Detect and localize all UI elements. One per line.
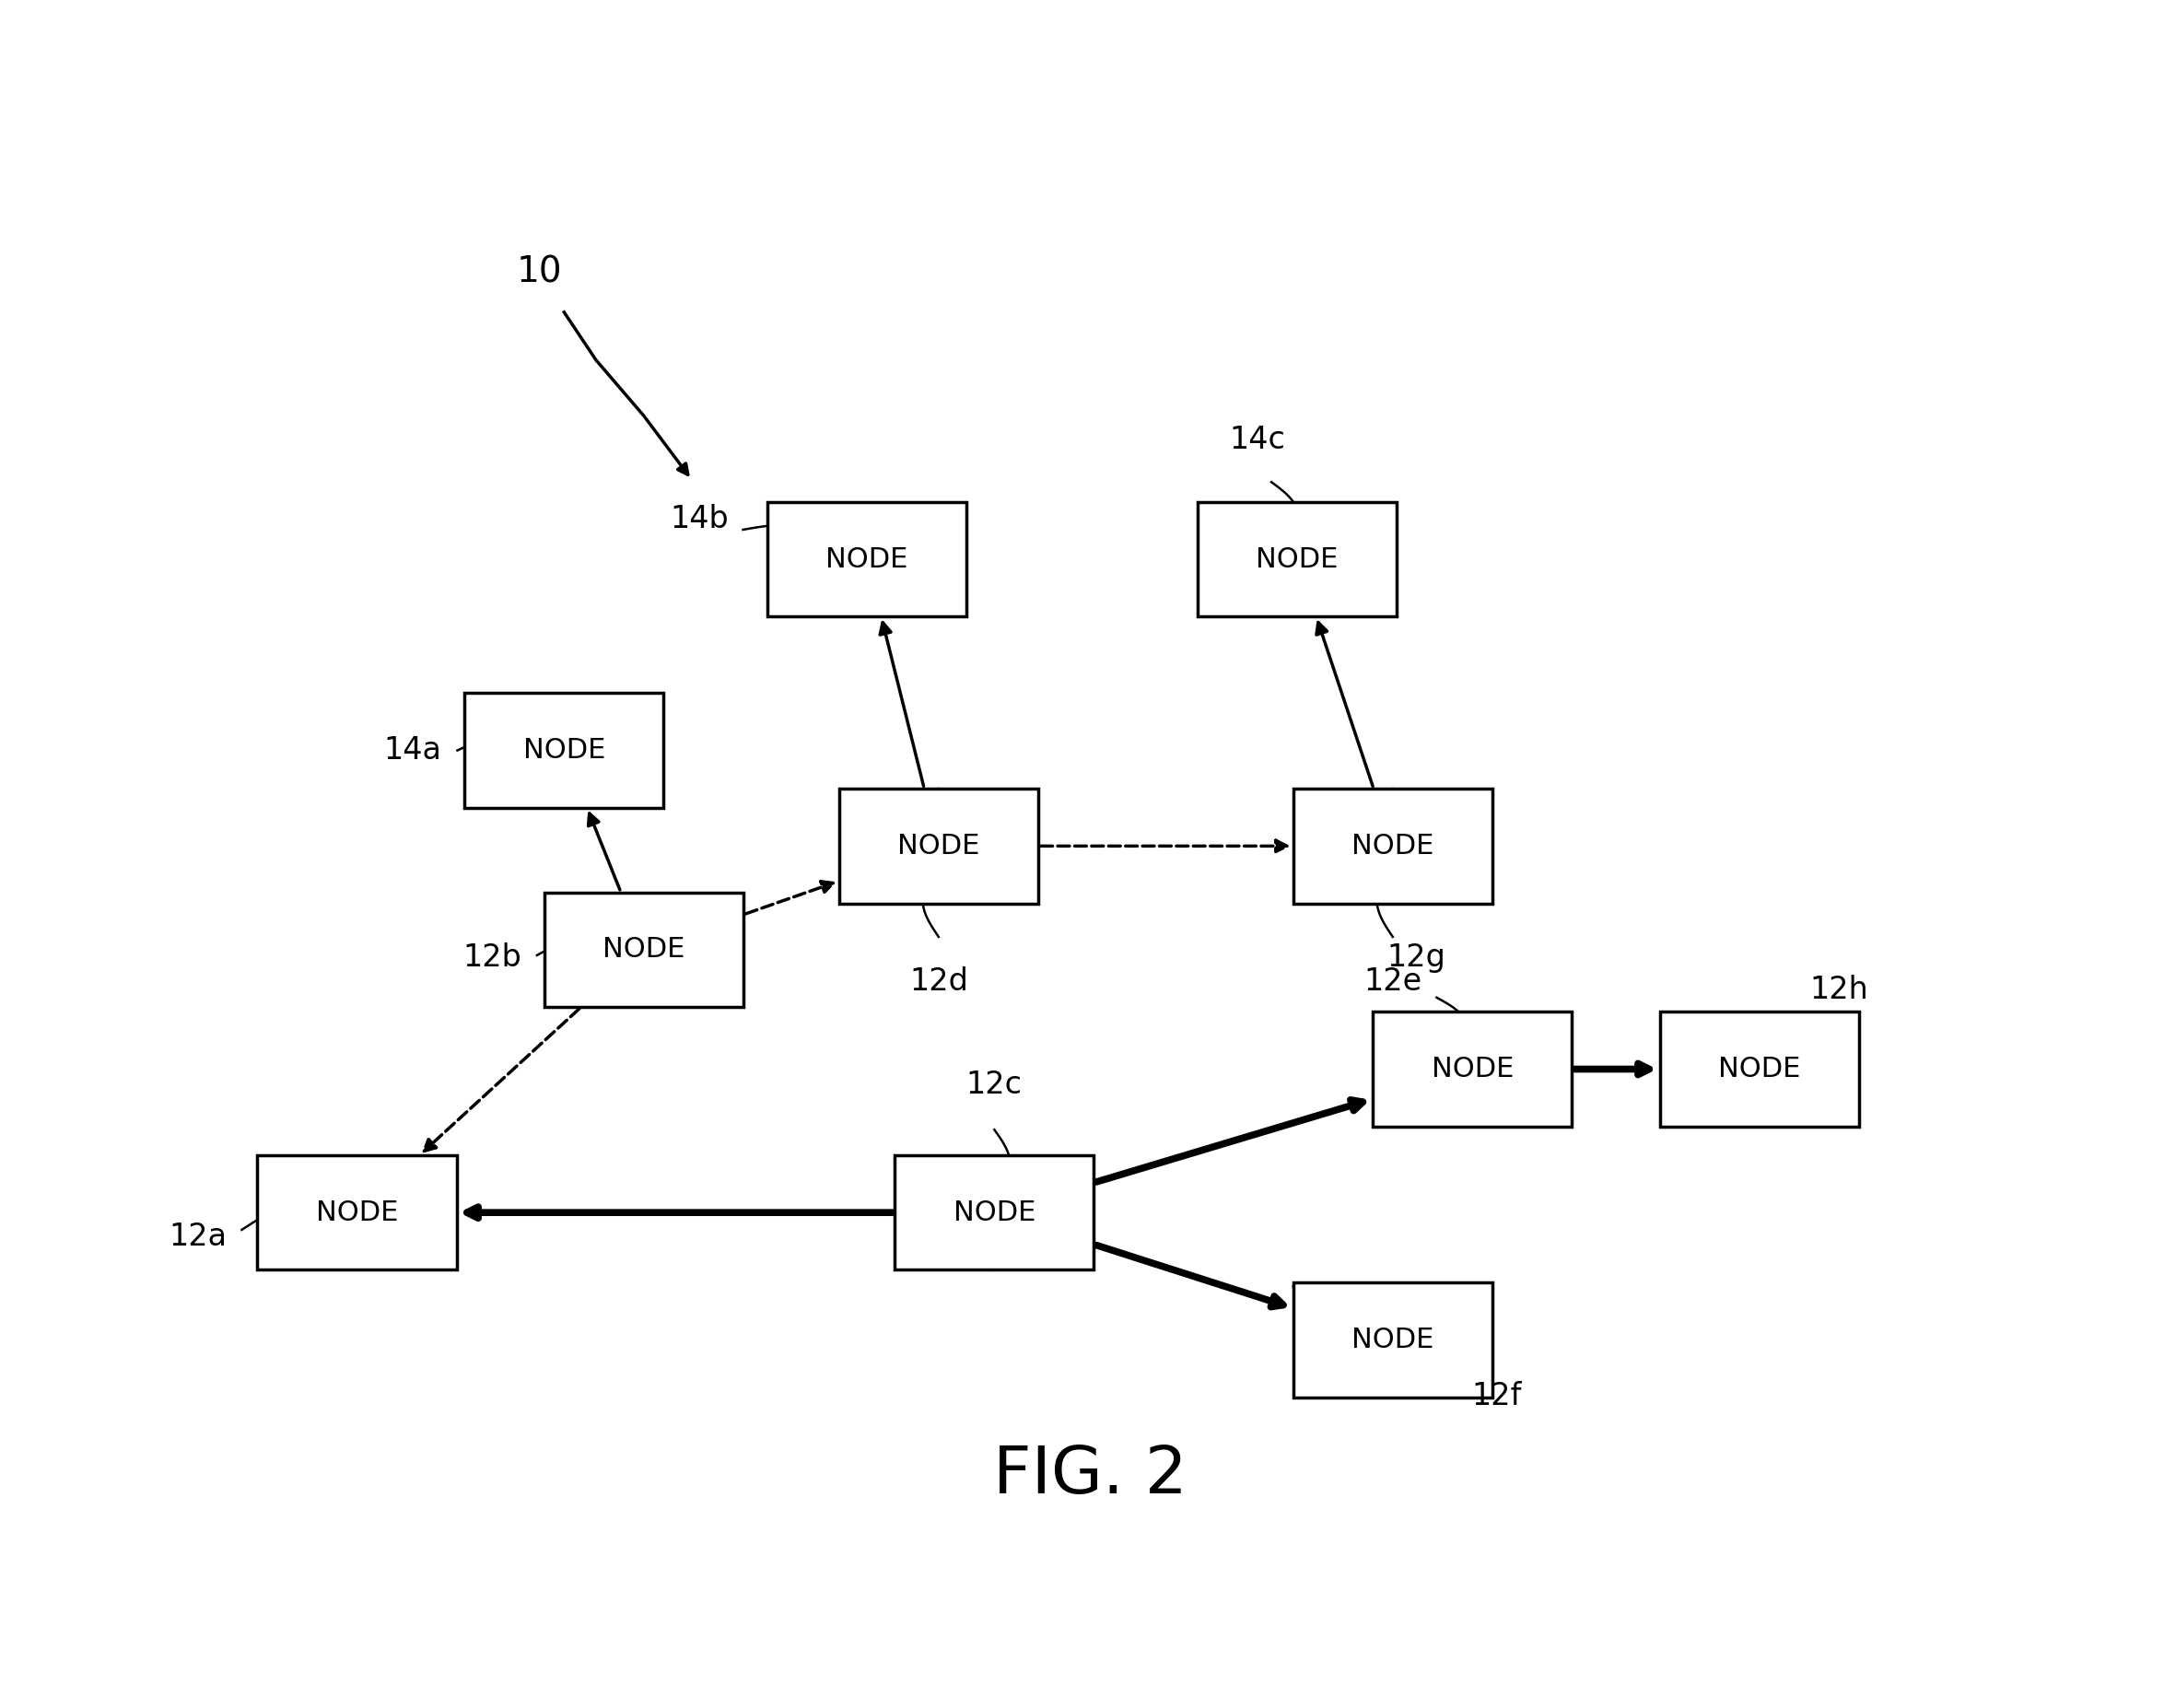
FancyBboxPatch shape (840, 789, 1039, 904)
Text: NODE: NODE (1430, 1056, 1513, 1083)
Text: 12c: 12c (967, 1069, 1021, 1100)
Text: NODE: NODE (1255, 547, 1337, 572)
Text: NODE: NODE (316, 1199, 398, 1226)
Text: 12a: 12a (169, 1221, 227, 1252)
Text: 12h: 12h (1809, 974, 1868, 1004)
Text: NODE: NODE (524, 738, 606, 763)
FancyBboxPatch shape (258, 1155, 457, 1271)
Text: 10: 10 (517, 254, 563, 290)
FancyBboxPatch shape (768, 502, 967, 617)
Text: 12f: 12f (1472, 1380, 1521, 1411)
Text: 12b: 12b (463, 943, 522, 974)
Text: 12g: 12g (1387, 943, 1446, 974)
FancyBboxPatch shape (1294, 1283, 1493, 1397)
Text: 14c: 14c (1229, 425, 1285, 454)
Text: NODE: NODE (1352, 834, 1435, 859)
FancyBboxPatch shape (1372, 1011, 1571, 1127)
Text: NODE: NODE (1718, 1056, 1800, 1083)
Text: 14a: 14a (383, 734, 441, 765)
FancyBboxPatch shape (465, 693, 664, 808)
Text: 14b: 14b (671, 504, 729, 535)
Text: FIG. 2: FIG. 2 (993, 1443, 1188, 1506)
Text: 12e: 12e (1363, 967, 1422, 997)
Text: NODE: NODE (827, 547, 909, 572)
Text: NODE: NODE (952, 1199, 1037, 1226)
Text: NODE: NODE (898, 834, 980, 859)
FancyBboxPatch shape (1294, 789, 1493, 904)
FancyBboxPatch shape (894, 1155, 1095, 1271)
Text: NODE: NODE (1352, 1327, 1435, 1353)
FancyBboxPatch shape (1660, 1011, 1859, 1127)
FancyBboxPatch shape (1197, 502, 1396, 617)
Text: 12d: 12d (909, 967, 967, 997)
Text: NODE: NODE (602, 936, 686, 963)
FancyBboxPatch shape (543, 892, 744, 1008)
